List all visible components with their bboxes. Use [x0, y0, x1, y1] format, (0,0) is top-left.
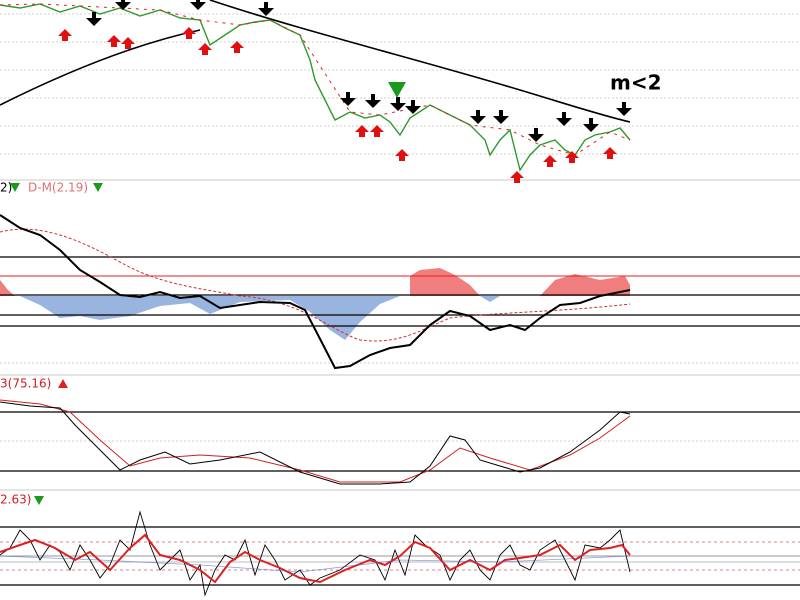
direction-triangle [58, 379, 68, 388]
signal-line [0, 399, 631, 483]
moving-average [0, 29, 201, 106]
indicator-label: 3(75.16) [0, 377, 51, 391]
signal-line [0, 228, 631, 342]
direction-triangle [10, 183, 20, 192]
signal-triangle [388, 82, 406, 98]
histogram-negative [20, 296, 500, 340]
moving-average [209, 0, 631, 123]
price-panel: m<2 [0, 0, 800, 183]
sell-arrows [86, 0, 632, 142]
aux-line [0, 555, 631, 573]
main-line [0, 401, 631, 485]
direction-triangle [34, 496, 44, 505]
annotation: m<2 [610, 71, 662, 95]
main-line [0, 510, 631, 597]
signal-line [0, 533, 631, 584]
indicator-label: 2.63) [0, 493, 31, 507]
histogram-positive [0, 268, 630, 296]
indicator-panel-2: 2) D-M(2.19) [0, 181, 800, 376]
price-candles [0, 3, 631, 172]
price-candles-down [0, 3, 631, 156]
indicator-panel-3: 3(75.16) [0, 377, 800, 491]
indicator-label: D-M(2.19) [28, 181, 88, 195]
indicator-panel-4: 2.63) [0, 493, 800, 597]
indicator-label: 2) [0, 181, 12, 195]
main-line [0, 214, 631, 370]
buy-arrows [58, 27, 617, 183]
direction-triangle [93, 183, 103, 192]
